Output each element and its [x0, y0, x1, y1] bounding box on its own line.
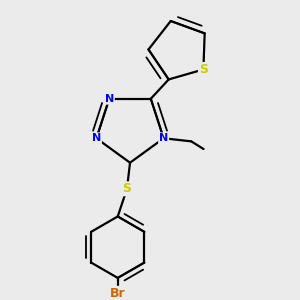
Text: S: S	[199, 63, 208, 76]
Text: S: S	[122, 182, 131, 195]
Text: Br: Br	[110, 287, 125, 300]
Text: N: N	[159, 133, 168, 143]
Text: N: N	[92, 133, 101, 143]
Text: N: N	[105, 94, 114, 104]
